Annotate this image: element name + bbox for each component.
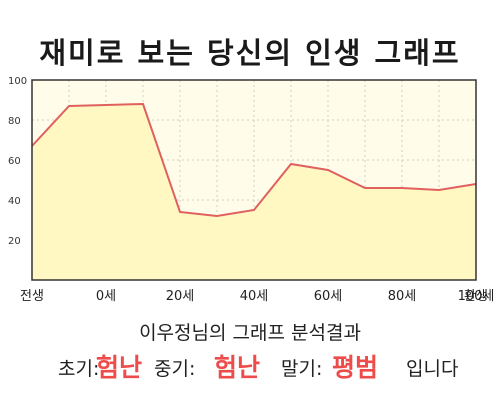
x-tick-label: 60세: [314, 289, 343, 304]
x-tick-label: 20세: [166, 289, 195, 304]
series-line: [31, 102, 477, 218]
series-area: [32, 104, 476, 280]
y-axis-ticks: 20 40 60 80 100: [8, 76, 27, 247]
early-value: 험난: [96, 353, 143, 382]
late-label: 말기:: [281, 358, 323, 380]
plot-frame: [31, 79, 477, 281]
late-value: 평범: [332, 353, 379, 382]
x-tick-label: 80세: [388, 289, 417, 304]
mid-value: 험난: [214, 353, 261, 382]
x-tick-label: 환생: [464, 289, 488, 304]
y-tick-label: 40: [8, 196, 21, 207]
chart-title: 재미로 보는 당신의 인생 그래프: [39, 36, 461, 70]
analysis-result: 초기: 험난 중기: 험난 말기: 평범 입니다: [0, 346, 500, 382]
x-tick-label: 40세: [240, 289, 269, 304]
x-tick-label: 전생: [20, 289, 44, 304]
y-tick-label: 20: [8, 236, 21, 247]
early-label: 초기:: [58, 358, 100, 380]
analysis-summary: 이우정님의 그래프 분석결과: [139, 322, 361, 344]
ending-text: 입니다: [406, 358, 459, 380]
x-tick-label: 0세: [96, 289, 116, 304]
mid-label: 중기:: [154, 358, 196, 380]
x-tick-label: 100세: [458, 289, 495, 304]
y-tick-label: 100: [8, 76, 27, 87]
y-tick-label: 60: [8, 156, 21, 167]
y-tick-label: 80: [8, 116, 21, 127]
